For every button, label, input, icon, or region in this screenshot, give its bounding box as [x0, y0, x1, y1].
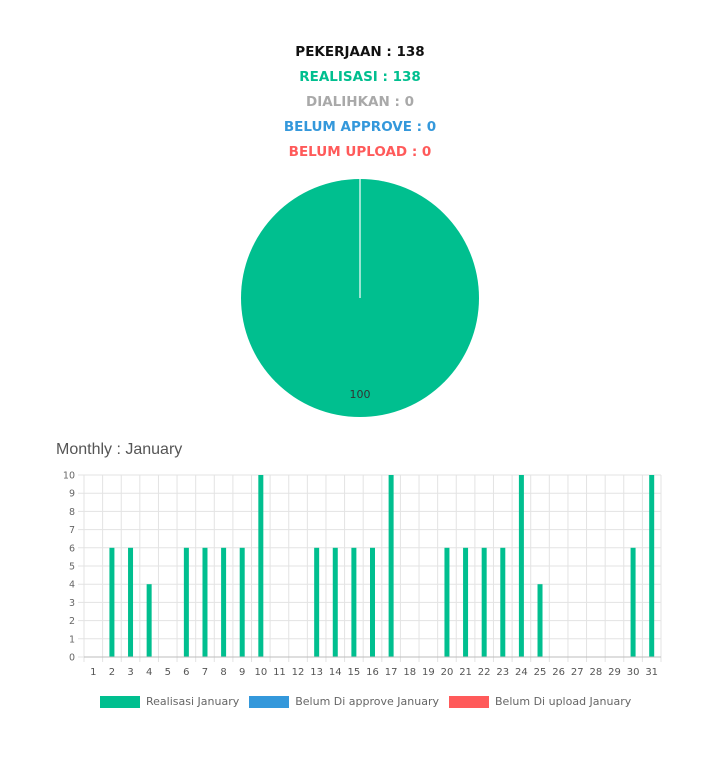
x-tick-label: 19 — [422, 667, 435, 678]
monthly-chart-title: Monthly : January — [56, 441, 183, 458]
bar-realisasi-january-14[interactable] — [332, 547, 338, 657]
x-tick-label: 11 — [273, 667, 286, 678]
x-tick-label: 10 — [254, 667, 267, 678]
x-tick-label: 25 — [534, 667, 547, 678]
x-tick-label: 18 — [403, 667, 416, 678]
bar-realisasi-january-3[interactable] — [128, 547, 134, 657]
y-tick-label: 2 — [69, 616, 75, 627]
legend-label-belum-upload: Belum Di upload January — [495, 695, 632, 708]
bar-realisasi-january-30[interactable] — [630, 547, 636, 657]
bar-realisasi-january-20[interactable] — [444, 547, 450, 657]
x-tick-label: 6 — [183, 667, 189, 678]
y-tick-label: 1 — [69, 634, 75, 645]
bar-realisasi-january-23[interactable] — [500, 547, 506, 657]
x-tick-label: 9 — [239, 667, 245, 678]
x-tick-label: 12 — [292, 667, 305, 678]
y-tick-label: 0 — [69, 653, 75, 664]
x-tick-label: 17 — [385, 667, 398, 678]
legend-item-belum-upload[interactable]: Belum Di upload January — [449, 695, 631, 708]
bar-realisasi-january-10[interactable] — [258, 475, 264, 657]
x-tick-label: 29 — [608, 667, 621, 678]
legend-label-realisasi: Realisasi January — [146, 695, 240, 708]
bar-realisasi-january-21[interactable] — [463, 547, 469, 657]
summary-belum-upload: BELUM UPLOAD : 0 — [288, 144, 432, 160]
y-tick-label: 5 — [69, 562, 75, 573]
bar-realisasi-january-16[interactable] — [370, 547, 375, 657]
bar-realisasi-january-22[interactable] — [481, 547, 487, 657]
x-tick-label: 7 — [202, 667, 208, 678]
y-tick-label: 9 — [69, 489, 75, 500]
y-tick-label: 8 — [69, 507, 75, 518]
bar-realisasi-january-13[interactable] — [314, 547, 320, 657]
bar-realisasi-january-24[interactable] — [518, 475, 524, 657]
y-tick-label: 3 — [69, 598, 75, 609]
x-tick-label: 2 — [109, 667, 115, 678]
x-tick-label: 1 — [90, 667, 96, 678]
pie-data-label: 100 — [350, 388, 371, 401]
summary-belum-approve: BELUM APPROVE : 0 — [283, 119, 437, 135]
x-tick-label: 28 — [589, 667, 602, 678]
bar-realisasi-january-4[interactable] — [146, 584, 152, 657]
x-tick-label: 4 — [146, 667, 152, 678]
x-tick-label: 27 — [571, 667, 584, 678]
bar-realisasi-january-25[interactable] — [537, 584, 543, 657]
x-tick-label: 26 — [552, 667, 565, 678]
x-tick-label: 14 — [329, 667, 342, 678]
x-tick-label: 22 — [478, 667, 491, 678]
bar-realisasi-january-9[interactable] — [239, 547, 245, 657]
legend-swatch-belum-upload — [449, 695, 490, 708]
x-tick-label: 3 — [127, 667, 133, 678]
bar-realisasi-january-6[interactable] — [183, 547, 189, 657]
pie-chart: 100 — [241, 179, 479, 417]
legend-label-belum-approve: Belum Di approve January — [295, 695, 440, 708]
bar-realisasi-january-2[interactable] — [109, 547, 115, 657]
y-tick-label: 7 — [69, 525, 75, 536]
y-tick-label: 10 — [63, 471, 75, 482]
summary-dialihkan: DIALIHKAN : 0 — [306, 94, 414, 110]
x-tick-label: 24 — [515, 667, 528, 678]
bar-realisasi-january-8[interactable] — [221, 547, 227, 657]
bar-realisasi-january-7[interactable] — [202, 547, 208, 657]
bar-realisasi-january-31[interactable] — [649, 475, 655, 657]
legend-item-realisasi[interactable]: Realisasi January — [100, 695, 239, 708]
x-tick-label: 21 — [459, 667, 472, 678]
x-tick-label: 5 — [165, 667, 171, 678]
x-tick-label: 23 — [496, 667, 509, 678]
bar-realisasi-january-15[interactable] — [351, 547, 357, 657]
x-tick-label: 15 — [348, 667, 361, 678]
y-tick-label: 6 — [69, 543, 75, 554]
legend-item-belum-approve[interactable]: Belum Di approve January — [249, 695, 439, 708]
x-tick-label: 30 — [627, 667, 640, 678]
legend-swatch-belum-approve — [249, 695, 290, 708]
bar-realisasi-january-17[interactable] — [388, 475, 394, 657]
legend-swatch-realisasi — [100, 695, 140, 708]
x-tick-label: 20 — [441, 667, 454, 678]
y-tick-label: 4 — [69, 580, 75, 591]
x-tick-label: 8 — [220, 667, 226, 678]
summary-realisasi: REALISASI : 138 — [299, 69, 421, 85]
summary-pekerjaan: PEKERJAAN : 138 — [295, 44, 425, 60]
x-tick-label: 16 — [366, 667, 379, 678]
chart-legend: Realisasi January Belum Di approve Janua… — [100, 695, 641, 708]
x-tick-label: 31 — [645, 667, 658, 678]
x-tick-label: 13 — [310, 667, 323, 678]
